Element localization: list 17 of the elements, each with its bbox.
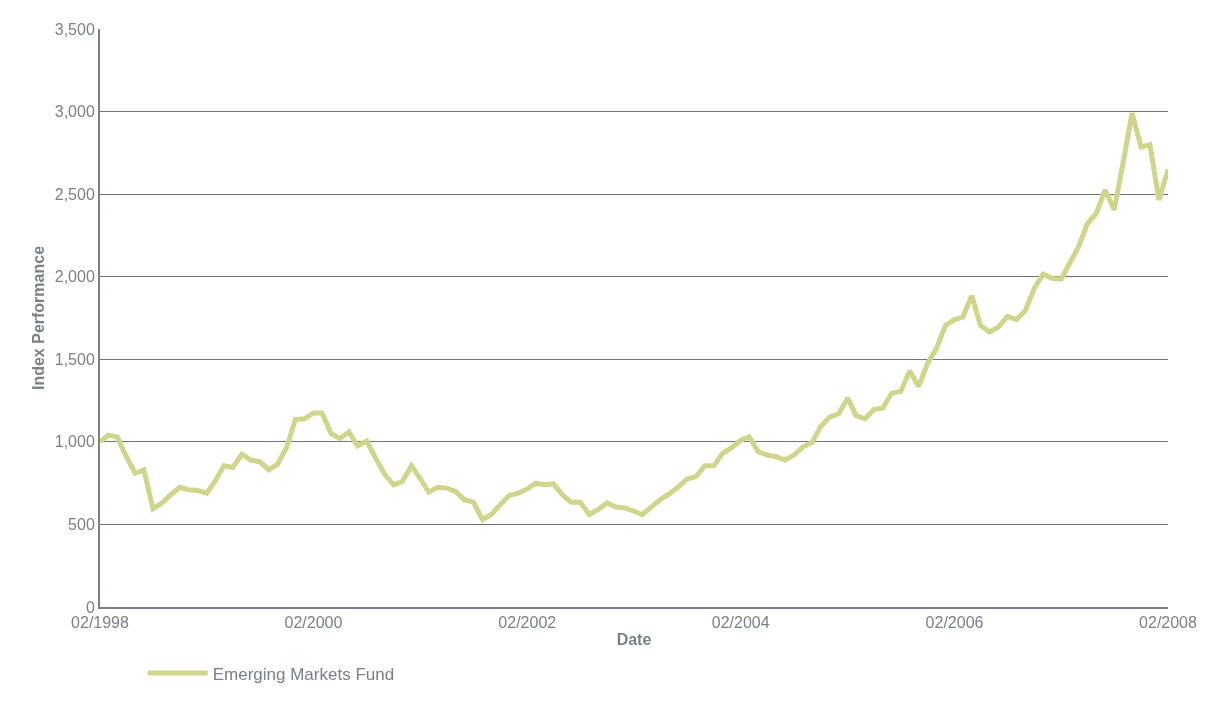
- y-tick-label: 1,500: [54, 350, 95, 368]
- legend-label: Emerging Markets Fund: [212, 664, 395, 684]
- x-tick-label: 02/2008: [1139, 614, 1198, 632]
- y-tick-label: 0: [85, 598, 95, 616]
- x-tick-label: 02/2006: [925, 614, 984, 632]
- x-tick-label: 02/2004: [711, 614, 770, 632]
- x-tick-label: 02/2002: [498, 614, 557, 632]
- y-tick-label: 1,000: [54, 433, 95, 451]
- y-tick-label: 500: [68, 516, 95, 534]
- y-tick-label: 2,500: [54, 185, 95, 203]
- y-tick-label: 3,000: [54, 103, 95, 121]
- x-tick-label: 02/2000: [284, 614, 343, 632]
- x-axis-title: Date: [616, 631, 652, 649]
- y-tick-label: 3,500: [54, 20, 95, 38]
- y-tick-label: 2,000: [54, 268, 95, 286]
- y-axis-title: Index Performance: [30, 245, 48, 391]
- x-tick-label: 02/1998: [71, 614, 130, 632]
